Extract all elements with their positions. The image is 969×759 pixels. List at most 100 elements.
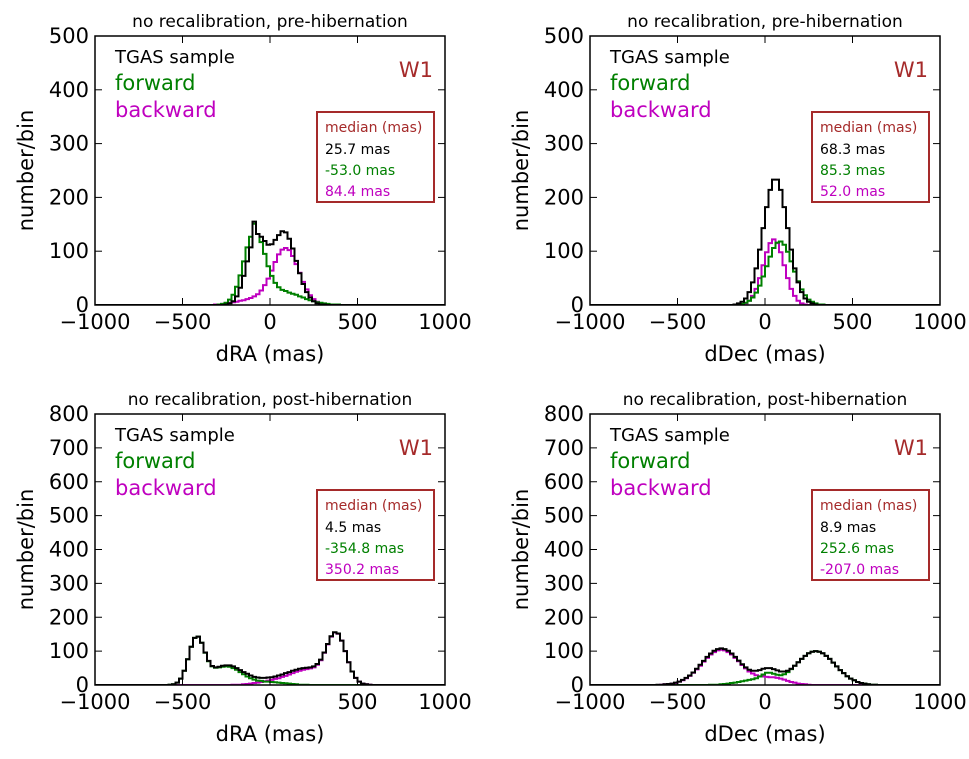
histogram-line-forward bbox=[590, 240, 940, 305]
x-tick-label: −500 bbox=[649, 310, 707, 334]
histogram-line-all bbox=[95, 220, 445, 305]
y-tick-label: 400 bbox=[544, 538, 584, 562]
median-box-title: median (mas) bbox=[820, 120, 917, 136]
y-tick-label: 300 bbox=[544, 132, 584, 156]
band-label: W1 bbox=[399, 58, 433, 82]
x-tick-label: −1000 bbox=[554, 690, 625, 714]
median-forward: -354.8 mas bbox=[325, 541, 404, 557]
histogram-panel-3: no recalibration, post-hibernation −1000−… bbox=[14, 390, 472, 746]
y-axis-label: number/bin bbox=[509, 110, 533, 232]
median-all: 25.7 mas bbox=[325, 142, 390, 158]
histogram-series-group bbox=[95, 631, 445, 685]
legend-forward: forward bbox=[115, 449, 196, 473]
band-label: W1 bbox=[894, 436, 928, 460]
histogram-line-all bbox=[590, 178, 940, 305]
median-backward: 84.4 mas bbox=[325, 184, 390, 200]
histogram-line-all bbox=[95, 631, 445, 685]
y-tick-label: 300 bbox=[49, 571, 89, 595]
median-all: 68.3 mas bbox=[820, 142, 885, 158]
median-all: 8.9 mas bbox=[820, 520, 876, 536]
histogram-line-backward bbox=[95, 247, 445, 305]
panel-title: no recalibration, pre-hibernation bbox=[627, 12, 903, 32]
y-tick-label: 200 bbox=[49, 605, 89, 629]
histogram-series-group bbox=[590, 178, 940, 305]
y-tick-label: 500 bbox=[544, 24, 584, 48]
median-forward: -53.0 mas bbox=[325, 163, 395, 179]
x-tick-label: 0 bbox=[758, 690, 771, 714]
y-tick-label: 0 bbox=[76, 293, 89, 317]
median-box bbox=[811, 489, 930, 581]
x-tick-label: −1000 bbox=[554, 310, 625, 334]
median-box bbox=[316, 111, 435, 203]
histogram-line-backward bbox=[590, 238, 940, 305]
x-tick-label: −500 bbox=[154, 310, 212, 334]
histogram-panel-2: no recalibration, pre-hibernation −1000 −5… bbox=[509, 12, 967, 366]
legend-tgas-sample: TGAS sample bbox=[114, 425, 235, 446]
median-box-title: median (mas) bbox=[325, 498, 422, 514]
median-box bbox=[316, 489, 435, 581]
y-tick-label: 200 bbox=[544, 605, 584, 629]
x-tick-label: −500 bbox=[649, 690, 707, 714]
legend-forward: forward bbox=[115, 71, 196, 95]
histogram-panel-1: no recalibration, pre-hibernation −1000 −5… bbox=[14, 12, 472, 366]
band-label: W1 bbox=[399, 436, 433, 460]
panel-title: no recalibration, post-hibernation bbox=[128, 390, 412, 410]
x-tick-label: 1000 bbox=[418, 690, 471, 714]
median-box bbox=[811, 111, 930, 203]
x-tick-label: 1000 bbox=[913, 310, 966, 334]
x-tick-label: 0 bbox=[263, 310, 276, 334]
x-tick-label: 500 bbox=[832, 310, 872, 334]
x-tick-label: 0 bbox=[758, 310, 771, 334]
histogram-panel-4: no recalibration, post-hibernation −1000−… bbox=[509, 390, 967, 746]
x-tick-label: 500 bbox=[832, 690, 872, 714]
legend-backward: backward bbox=[610, 98, 712, 122]
legend-backward: backward bbox=[115, 476, 217, 500]
y-tick-label: 400 bbox=[49, 78, 89, 102]
y-tick-label: 700 bbox=[544, 436, 584, 460]
panel-title: no recalibration, pre-hibernation bbox=[132, 12, 408, 32]
y-tick-label: 0 bbox=[76, 673, 89, 697]
y-tick-label: 500 bbox=[49, 24, 89, 48]
band-label: W1 bbox=[894, 58, 928, 82]
histogram-series-group bbox=[95, 220, 445, 305]
x-tick-label: −1000 bbox=[59, 310, 130, 334]
y-tick-label: 300 bbox=[544, 571, 584, 595]
panel-title: no recalibration, post-hibernation bbox=[623, 390, 907, 410]
median-backward: 52.0 mas bbox=[820, 184, 885, 200]
y-tick-label: 500 bbox=[49, 504, 89, 528]
histogram-line-forward bbox=[95, 222, 445, 305]
x-axis-label: dDec (mas) bbox=[704, 342, 825, 366]
y-tick-label: 800 bbox=[544, 402, 584, 426]
y-axis-label: number/bin bbox=[14, 489, 38, 611]
y-tick-label: 500 bbox=[544, 504, 584, 528]
legend-tgas-sample: TGAS sample bbox=[609, 47, 730, 68]
legend-tgas-sample: TGAS sample bbox=[609, 425, 730, 446]
x-tick-label: 500 bbox=[337, 690, 377, 714]
y-tick-label: 100 bbox=[49, 239, 89, 263]
median-box-title: median (mas) bbox=[820, 498, 917, 514]
y-axis-label: number/bin bbox=[14, 110, 38, 232]
y-tick-label: 700 bbox=[49, 436, 89, 460]
y-tick-label: 0 bbox=[571, 673, 584, 697]
x-axis-label: dRA (mas) bbox=[216, 342, 325, 366]
y-tick-label: 400 bbox=[544, 78, 584, 102]
legend-forward: forward bbox=[610, 449, 691, 473]
x-tick-label: 1000 bbox=[418, 310, 471, 334]
x-axis-label: dRA (mas) bbox=[216, 722, 325, 746]
legend-backward: backward bbox=[115, 98, 217, 122]
y-axis-label: number/bin bbox=[509, 489, 533, 611]
median-backward: 350.2 mas bbox=[325, 562, 399, 578]
y-tick-label: 0 bbox=[571, 293, 584, 317]
median-forward: 252.6 mas bbox=[820, 541, 894, 557]
legend-forward: forward bbox=[610, 71, 691, 95]
y-tick-label: 400 bbox=[49, 538, 89, 562]
y-tick-label: 100 bbox=[544, 239, 584, 263]
y-tick-label: 200 bbox=[49, 185, 89, 209]
x-tick-label: 0 bbox=[263, 690, 276, 714]
x-axis-label: dDec (mas) bbox=[704, 722, 825, 746]
y-tick-label: 200 bbox=[544, 185, 584, 209]
median-backward: -207.0 mas bbox=[820, 562, 899, 578]
median-box-title: median (mas) bbox=[325, 120, 422, 136]
legend-tgas-sample: TGAS sample bbox=[114, 47, 235, 68]
